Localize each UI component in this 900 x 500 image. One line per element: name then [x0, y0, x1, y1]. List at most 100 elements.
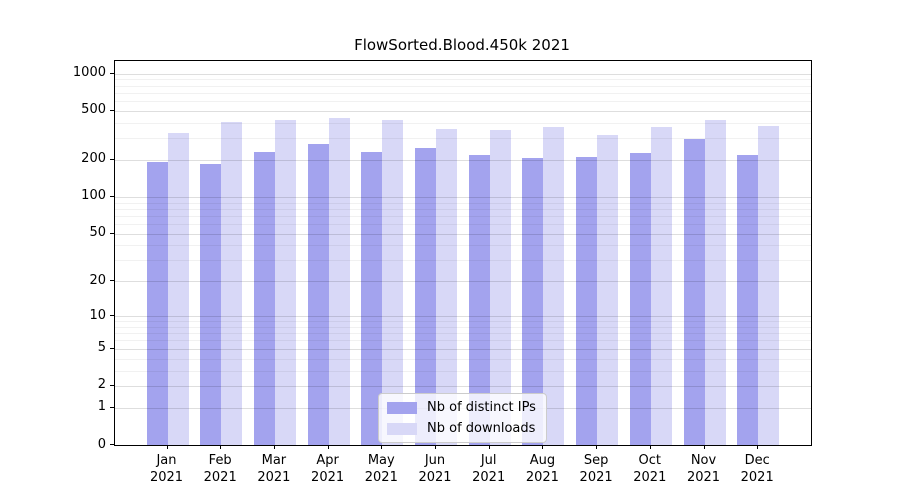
gridline-major-5	[115, 348, 811, 350]
y-tick-mark-100	[110, 195, 114, 197]
x-tick-mark-sep	[596, 445, 598, 449]
gridline-minor-90	[115, 202, 811, 204]
gridline-minor-4	[115, 358, 811, 360]
legend-item-distinct-ips: Nb of distinct IPs	[387, 400, 536, 415]
y-tick-mark-1000	[110, 72, 114, 74]
x-tick-label-nov: Nov 2021	[686, 453, 721, 485]
bar-jun-distinct-ips	[415, 148, 436, 445]
bar-jan-downloads	[167, 132, 189, 445]
gridline-major-200	[115, 159, 811, 161]
x-tick-mark-aug	[542, 445, 544, 449]
gridline-minor-7	[115, 333, 811, 335]
plot-area	[114, 60, 812, 446]
bar-nov-downloads	[704, 120, 726, 445]
x-tick-mark-may	[381, 445, 383, 449]
gridline-minor-700	[115, 92, 811, 94]
gridline-major-2	[115, 385, 811, 387]
bar-sep-downloads	[597, 135, 619, 445]
bar-aug-distinct-ips	[522, 158, 544, 445]
gridline-minor-300	[115, 138, 811, 140]
bar-dec-downloads	[758, 126, 780, 445]
gridline-major-500	[115, 110, 811, 112]
y-tick-mark-5	[110, 347, 114, 349]
bar-may-distinct-ips	[361, 152, 383, 445]
gridline-minor-600	[115, 101, 811, 102]
bar-apr-distinct-ips	[307, 144, 329, 445]
chart-title: FlowSorted.Blood.450k 2021	[354, 36, 570, 54]
x-tick-mark-oct	[649, 445, 651, 449]
y-tick-label-1000: 1000	[72, 65, 106, 81]
bar-oct-distinct-ips	[629, 153, 651, 445]
gridline-minor-800	[115, 85, 811, 87]
bar-may-downloads	[382, 120, 404, 445]
gridline-minor-400	[115, 122, 811, 124]
legend-label-downloads: Nb of downloads	[427, 421, 536, 436]
y-tick-mark-20	[110, 280, 114, 282]
y-tick-label-200: 200	[81, 151, 106, 167]
x-tick-mark-mar	[273, 445, 275, 449]
y-tick-label-1: 1	[97, 399, 106, 415]
x-tick-label-sep: Sep 2021	[579, 453, 613, 485]
bar-mar-distinct-ips	[253, 152, 275, 445]
x-tick-label-oct: Oct 2021	[633, 453, 667, 485]
bar-aug-downloads	[543, 126, 565, 445]
y-tick-mark-2	[110, 384, 114, 386]
bar-jan-distinct-ips	[146, 161, 168, 445]
gridline-major-1000	[115, 73, 811, 75]
x-tick-mark-dec	[757, 445, 759, 449]
x-tick-mark-jun	[435, 445, 436, 449]
x-tick-label-dec: Dec 2021	[740, 453, 774, 485]
y-tick-label-500: 500	[81, 102, 106, 118]
bar-mar-downloads	[274, 119, 296, 445]
gridline-minor-6	[115, 340, 811, 342]
gridline-minor-900	[115, 79, 811, 81]
y-tick-mark-1	[110, 406, 114, 408]
bar-sep-distinct-ips	[576, 157, 598, 445]
gridline-major-50	[115, 233, 811, 235]
x-tick-label-may: May 2021	[364, 453, 398, 485]
y-tick-label-0: 0	[97, 436, 106, 452]
x-tick-label-jun: Jun 2021	[418, 453, 452, 485]
legend-label-distinct-ips: Nb of distinct IPs	[427, 400, 536, 415]
legend-item-downloads: Nb of downloads	[387, 421, 536, 436]
x-tick-mark-apr	[327, 445, 329, 449]
y-tick-label-2: 2	[97, 377, 106, 393]
bar-apr-downloads	[328, 117, 350, 445]
x-tick-label-mar: Mar 2021	[257, 453, 291, 485]
legend-swatch-downloads	[387, 422, 417, 435]
bar-feb-downloads	[221, 121, 243, 445]
y-tick-mark-500	[110, 109, 114, 111]
y-tick-label-5: 5	[97, 340, 106, 356]
x-tick-label-feb: Feb 2021	[203, 453, 237, 485]
y-tick-label-20: 20	[89, 272, 106, 288]
y-tick-mark-10	[110, 315, 114, 317]
bar-oct-downloads	[650, 127, 672, 445]
x-tick-mark-jul	[488, 445, 490, 449]
x-tick-mark-jan	[166, 445, 168, 449]
gridline-minor-3	[115, 370, 811, 372]
legend-swatch-distinct-ips	[387, 401, 417, 414]
y-tick-mark-0	[110, 444, 114, 445]
y-tick-label-10: 10	[89, 307, 106, 323]
gridline-minor-80	[115, 208, 811, 210]
x-tick-label-aug: Aug 2021	[525, 453, 559, 485]
gridline-minor-70	[115, 215, 811, 217]
x-tick-mark-feb	[220, 445, 222, 449]
gridline-minor-30	[115, 260, 811, 262]
gridline-major-100	[115, 196, 811, 198]
bar-dec-distinct-ips	[737, 154, 759, 445]
bar-jun-downloads	[436, 128, 457, 445]
bar-jul-downloads	[489, 129, 511, 445]
gridline-minor-9	[115, 321, 811, 323]
bar-jul-distinct-ips	[468, 155, 490, 445]
y-tick-mark-200	[110, 158, 114, 160]
x-tick-mark-nov	[703, 445, 705, 449]
gridline-major-10	[115, 316, 811, 318]
y-tick-label-100: 100	[81, 188, 106, 204]
y-tick-label-50: 50	[89, 225, 106, 241]
x-tick-label-jul: Jul 2021	[472, 453, 506, 485]
bar-nov-distinct-ips	[683, 139, 705, 445]
y-tick-mark-50	[110, 232, 114, 234]
x-tick-label-apr: Apr 2021	[311, 453, 345, 485]
